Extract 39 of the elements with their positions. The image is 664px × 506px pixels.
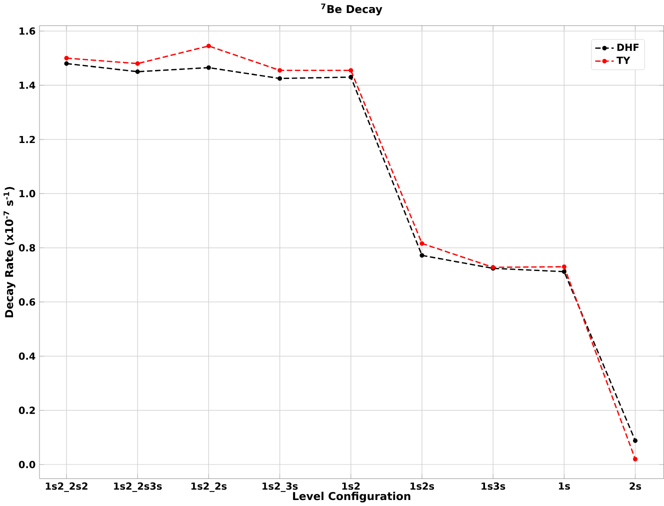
y-tick-label: 1.0: [20, 190, 36, 198]
x-tick-label: 1s2: [342, 482, 360, 490]
y-tick-label: 0.4: [18, 352, 36, 360]
point: [278, 76, 282, 81]
point: [206, 65, 211, 70]
y-tick-label: 0.6: [18, 298, 36, 306]
x-axis-title: Level Configuration: [293, 492, 410, 502]
point: [420, 253, 424, 258]
point: [206, 44, 211, 48]
point: [420, 241, 424, 246]
point: [632, 456, 638, 462]
x-tick-label: 1s2_3s: [262, 482, 298, 492]
point: [632, 438, 638, 443]
point: [64, 61, 69, 66]
point: [278, 68, 282, 73]
chart-title: $^{7}$Be Decay: [321, 4, 382, 16]
point: [562, 269, 566, 274]
point: [348, 74, 354, 80]
y-tick-label: 0.2: [18, 406, 35, 414]
legend-label: TY: [616, 56, 630, 64]
y-tick-label: 0.8: [18, 244, 36, 252]
point: [135, 69, 140, 74]
y-tick-label: 1.2: [20, 136, 35, 144]
x-tick-label: 1s2_2s3s: [114, 482, 162, 492]
legend-label: DHF: [617, 44, 639, 51]
point: [348, 68, 354, 73]
y-tick-label: 1.6: [20, 27, 36, 35]
x-tick-label: 1s: [558, 482, 570, 490]
y-tick-label: 1.4: [20, 82, 36, 89]
point: [64, 56, 69, 60]
x-tick-label: 1s2s: [410, 482, 434, 490]
x-tick-label: 1s2_2s2: [46, 482, 88, 492]
point: [135, 61, 140, 66]
x-tick-label: 1s2_2s: [191, 482, 227, 492]
y-tick-label: 0.0: [18, 460, 36, 468]
x-tick-label: 1s3s: [482, 482, 506, 490]
point: [562, 264, 566, 270]
y-axis-title: Decay Rate (x10$^{-7}$ s$^{-1}$): [4, 186, 16, 318]
x-tick-label: 2s: [630, 482, 642, 490]
